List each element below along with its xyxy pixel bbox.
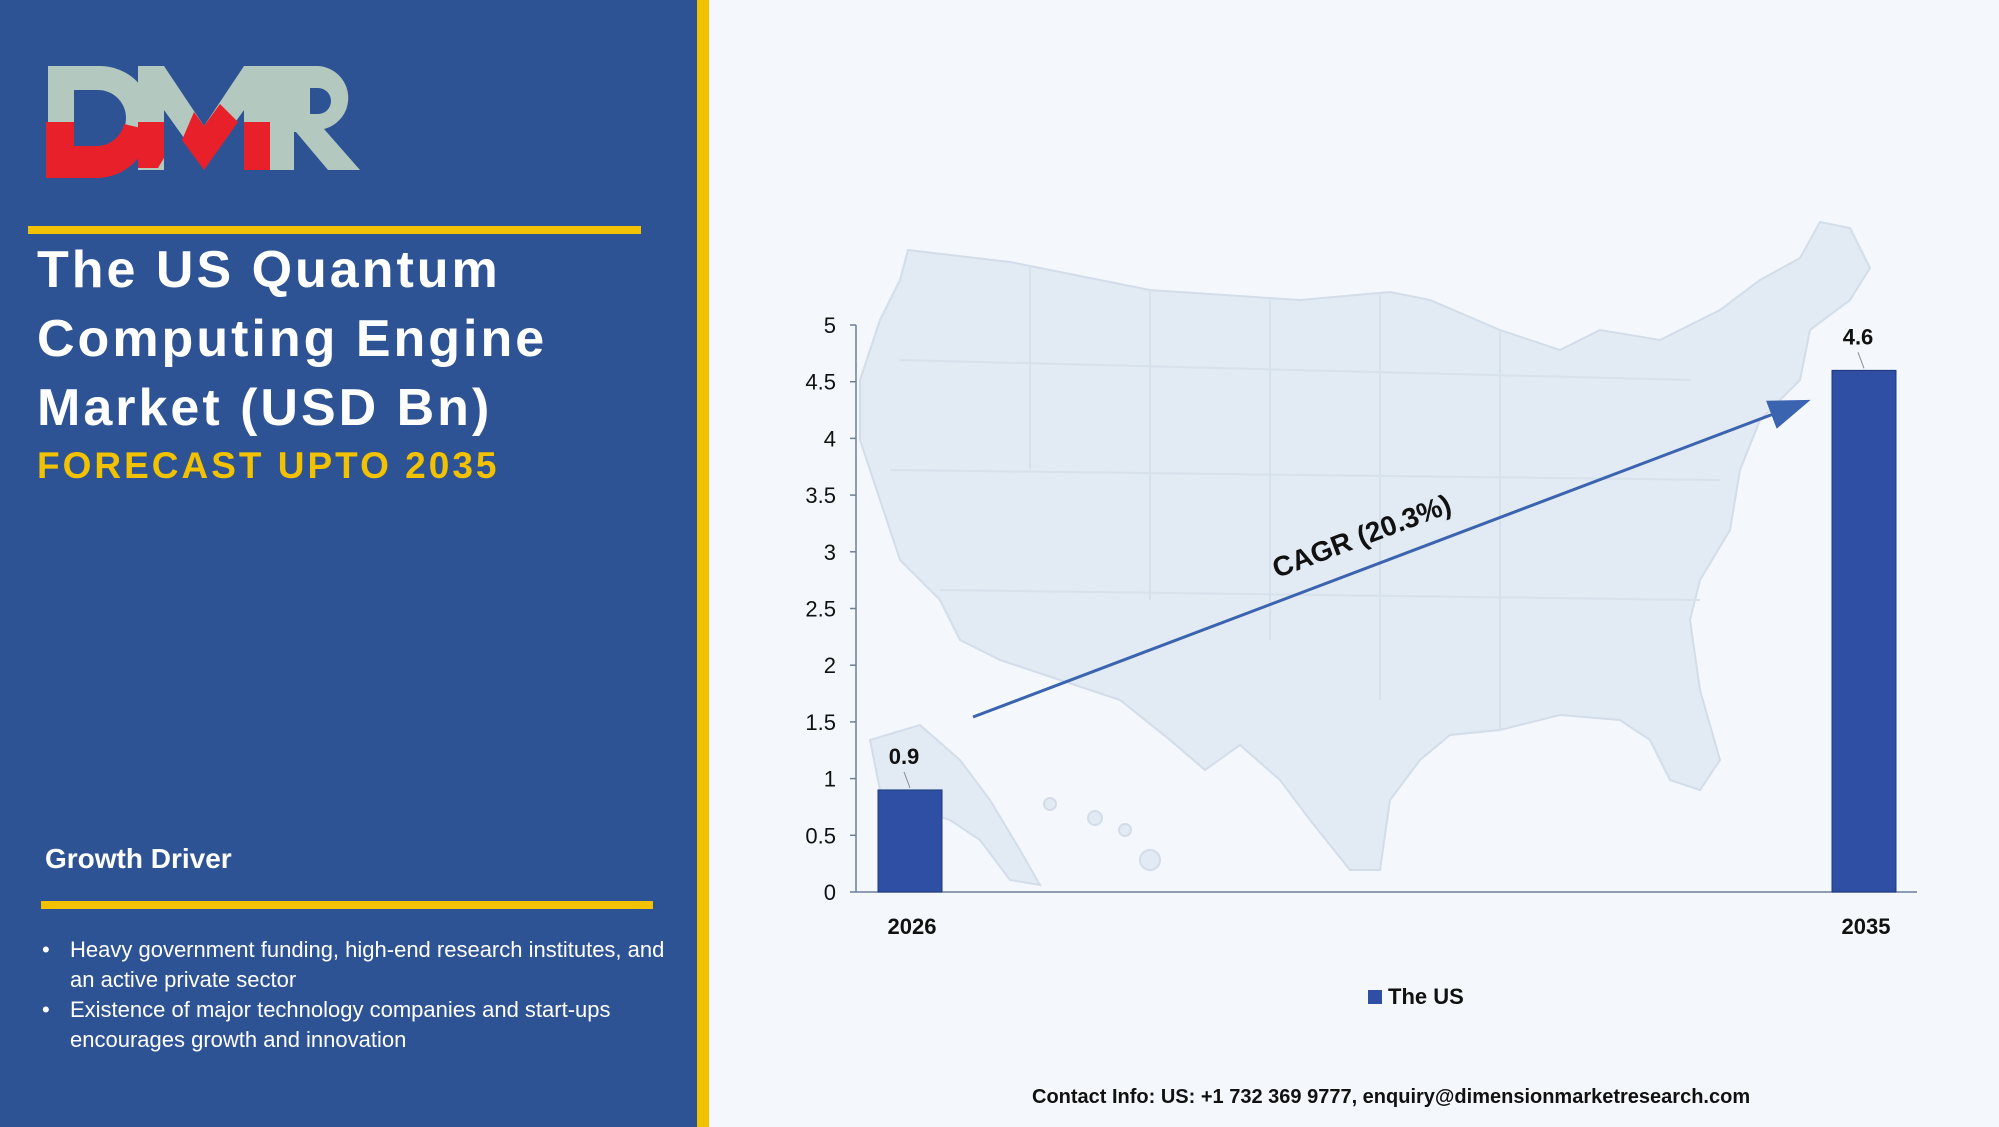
y-tick-label: 2 [824, 653, 836, 678]
bullet-icon: • [42, 937, 50, 962]
data-label: 4.6 [1843, 324, 1874, 349]
legend-swatch-icon [1368, 990, 1382, 1004]
y-tick-label: 3 [824, 540, 836, 565]
legend-label: The US [1388, 984, 1464, 1009]
gold-divider [697, 0, 709, 1127]
data-label-leader [1857, 352, 1865, 369]
y-tick-label: 5 [824, 313, 836, 338]
bullet-text: Heavy government funding, high-end resea… [70, 937, 665, 992]
title-rule [28, 226, 641, 234]
title-line-1: The US Quantum [37, 241, 501, 299]
growth-driver-title: Growth Driver [45, 843, 232, 874]
bullet-text: Existence of major technology companies … [70, 997, 611, 1052]
title-line-3: Market (USD Bn) [37, 379, 493, 437]
y-tick-label: 0 [824, 880, 836, 905]
map-state-lines [889, 265, 1721, 730]
y-tick-label: 1.5 [805, 710, 836, 735]
y-tick-label: 2.5 [805, 597, 836, 622]
growth-driver-rule [41, 901, 653, 909]
y-tick-label: 4 [824, 426, 836, 451]
y-tick-label: 4.5 [805, 370, 836, 395]
list-item: • Existence of major technology companie… [40, 995, 670, 1055]
y-tick-marks [850, 324, 856, 893]
left-panel: The US Quantum Computing Engine Market (… [0, 0, 697, 1127]
bullet-icon: • [42, 997, 50, 1022]
data-labels: 0.9 4.6 [889, 324, 1874, 789]
logo-red-layer [46, 104, 270, 178]
y-tick-labels: 0 0.5 1 1.5 2 2.5 3 3.5 4 4.5 5 [805, 313, 836, 905]
x-tick-label: 2035 [1842, 914, 1891, 939]
bar-2026 [877, 789, 943, 893]
title-line-2: Computing Engine [37, 310, 548, 368]
contact-info: Contact Info: US: +1 732 369 9777, enqui… [1032, 1086, 1751, 1108]
cagr-arrow [972, 399, 1811, 719]
x-tick-labels: 2026 2035 [888, 914, 1891, 939]
growth-driver-list: • Heavy government funding, high-end res… [40, 935, 670, 1055]
y-tick-label: 1 [824, 767, 836, 792]
x-tick-label: 2026 [888, 914, 937, 939]
us-map-icon [859, 220, 1872, 887]
data-label: 0.9 [889, 744, 920, 769]
dmr-logo [46, 66, 360, 178]
forecast-subtitle: FORECAST UPTO 2035 [37, 445, 500, 486]
data-label-leader [903, 771, 911, 789]
list-item: • Heavy government funding, high-end res… [40, 935, 670, 995]
bars [877, 369, 1897, 893]
y-tick-label: 0.5 [805, 823, 836, 848]
y-tick-label: 3.5 [805, 483, 836, 508]
bar-2035 [1831, 369, 1897, 893]
